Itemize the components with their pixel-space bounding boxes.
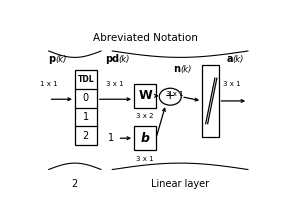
Text: b: b	[141, 132, 149, 145]
Text: (k): (k)	[180, 65, 192, 74]
Text: p: p	[49, 54, 56, 64]
Text: 3 x 1: 3 x 1	[136, 156, 154, 161]
Text: (k): (k)	[55, 55, 67, 64]
Text: 2: 2	[72, 179, 78, 189]
Text: (k): (k)	[233, 55, 244, 64]
Text: 3 x 1: 3 x 1	[223, 81, 241, 87]
Bar	[202, 65, 218, 136]
Circle shape	[159, 88, 181, 105]
Text: a: a	[226, 54, 233, 64]
Text: (k): (k)	[119, 55, 130, 64]
Text: 1 x 1: 1 x 1	[40, 81, 57, 87]
Bar	[75, 70, 97, 145]
Text: TDL: TDL	[78, 75, 94, 84]
Text: 0: 0	[83, 94, 89, 103]
Text: Linear layer: Linear layer	[151, 179, 209, 189]
Text: 1: 1	[83, 112, 89, 122]
Bar	[134, 84, 156, 108]
Text: W: W	[138, 89, 152, 102]
Text: n: n	[173, 64, 181, 74]
Text: 2: 2	[83, 131, 89, 141]
Text: 1: 1	[108, 133, 114, 143]
Text: pd: pd	[106, 54, 120, 64]
Text: 3 x 1: 3 x 1	[106, 81, 123, 87]
Text: 3 x 2: 3 x 2	[136, 113, 154, 119]
Text: +: +	[165, 89, 175, 102]
Text: 3 x 1: 3 x 1	[166, 91, 184, 97]
Bar	[134, 126, 156, 150]
Text: Abreviated Notation: Abreviated Notation	[93, 33, 198, 43]
